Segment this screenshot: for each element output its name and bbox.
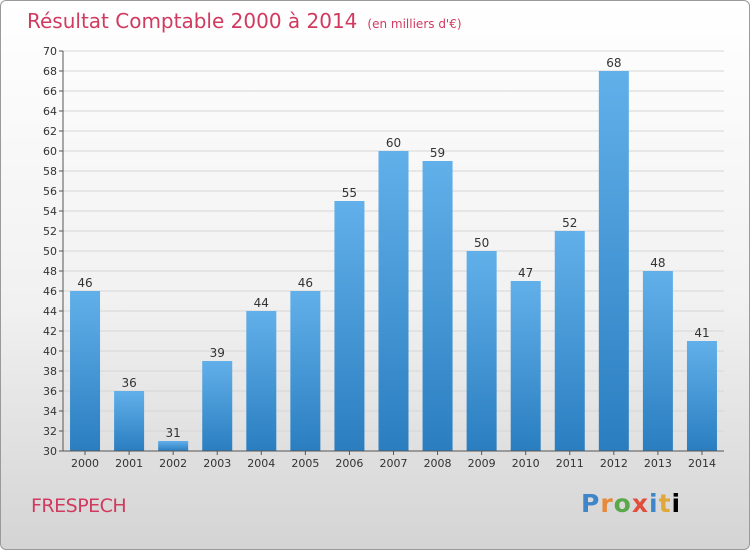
chart-title: Résultat Comptable 2000 à 2014 (en millie…: [27, 9, 462, 33]
bar-2013: [642, 271, 673, 451]
data-label-2008: 59: [430, 146, 445, 160]
data-label-2000: 46: [77, 276, 92, 290]
data-label-2011: 52: [562, 216, 577, 230]
x-tick-label-2009: 2009: [468, 457, 496, 470]
chart-unit: (en milliers d'€): [367, 17, 462, 31]
y-tick-label: 32: [43, 425, 57, 438]
y-tick-label: 52: [43, 225, 57, 238]
y-tick-label: 70: [43, 45, 57, 58]
data-label-2006: 55: [342, 186, 357, 200]
x-tick-label-2011: 2011: [556, 457, 584, 470]
bar-2000: [70, 291, 101, 451]
y-tick-label: 44: [43, 305, 57, 318]
data-label-2001: 36: [121, 376, 136, 390]
x-tick-label-2005: 2005: [291, 457, 319, 470]
y-tick-label: 50: [43, 245, 57, 258]
logo-letter: o: [613, 489, 632, 518]
y-tick-label: 46: [43, 285, 57, 298]
data-label-2005: 46: [298, 276, 313, 290]
data-label-2010: 47: [518, 266, 533, 280]
logo-letter: t: [658, 489, 672, 518]
y-tick-label: 58: [43, 165, 57, 178]
chart-title-text: Résultat Comptable 2000 à 2014: [27, 9, 358, 33]
x-tick-label-2006: 2006: [335, 457, 363, 470]
data-label-2014: 41: [694, 326, 709, 340]
y-tick-label: 64: [43, 105, 57, 118]
y-tick-label: 48: [43, 265, 57, 278]
y-tick-label: 42: [43, 325, 57, 338]
logo-letter: P: [581, 489, 601, 518]
x-tick-label-2007: 2007: [380, 457, 408, 470]
data-label-2013: 48: [650, 256, 665, 270]
bar-2014: [686, 341, 717, 451]
data-labels: 46 36 31 39 44 46 55 60 59 50 47 52 68 48 41: [77, 56, 709, 440]
y-tick-label: 68: [43, 65, 57, 78]
bar-2001: [114, 391, 145, 451]
bar-2011: [554, 231, 585, 451]
x-tick-label-2003: 2003: [203, 457, 231, 470]
x-tick-label-2004: 2004: [247, 457, 275, 470]
y-tick-label: 66: [43, 85, 57, 98]
logo-letter: r: [600, 489, 614, 518]
place-name: FRESPECH: [31, 495, 127, 517]
bar-2008: [422, 161, 453, 451]
bar-2003: [202, 361, 233, 451]
bar-2006: [334, 201, 365, 451]
bars: [70, 71, 717, 451]
bar-2007: [378, 151, 409, 451]
y-tick-label: 62: [43, 125, 57, 138]
x-tick-label-2002: 2002: [159, 457, 187, 470]
x-tick-label-2000: 2000: [71, 457, 99, 470]
bar-2004: [246, 311, 277, 451]
y-tick-label: 30: [43, 445, 57, 458]
y-tick-label: 34: [43, 405, 57, 418]
y-tick-label: 36: [43, 385, 57, 398]
logo-letter: i: [671, 489, 682, 518]
y-tick-label: 38: [43, 365, 57, 378]
proxiti-logo: Proxiti: [581, 489, 681, 518]
bar-2002: [158, 441, 189, 451]
data-label-2004: 44: [254, 296, 269, 310]
x-tick-label-2008: 2008: [424, 457, 452, 470]
logo-letter: x: [631, 489, 649, 518]
bar-2012: [598, 71, 629, 451]
data-label-2002: 31: [166, 426, 181, 440]
axes: 30 32 34 36 38 40 42 44 46 48 50 52 54 56 58 60 62 64 66 68…: [43, 45, 724, 470]
y-tick-label: 54: [43, 205, 57, 218]
bar-2005: [290, 291, 321, 451]
bar-2010: [510, 281, 541, 451]
x-tick-label-2001: 2001: [115, 457, 143, 470]
data-label-2007: 60: [386, 136, 401, 150]
x-tick-label-2013: 2013: [644, 457, 672, 470]
x-tick-label-2014: 2014: [688, 457, 716, 470]
data-label-2003: 39: [210, 346, 225, 360]
data-label-2012: 68: [606, 56, 621, 70]
x-tick-label-2012: 2012: [600, 457, 628, 470]
bar-2009: [466, 251, 497, 451]
data-label-2009: 50: [474, 236, 489, 250]
x-tick-label-2010: 2010: [512, 457, 540, 470]
y-tick-label: 56: [43, 185, 57, 198]
y-tick-label: 40: [43, 345, 57, 358]
y-tick-label: 60: [43, 145, 57, 158]
logo-letter: i: [649, 489, 659, 518]
